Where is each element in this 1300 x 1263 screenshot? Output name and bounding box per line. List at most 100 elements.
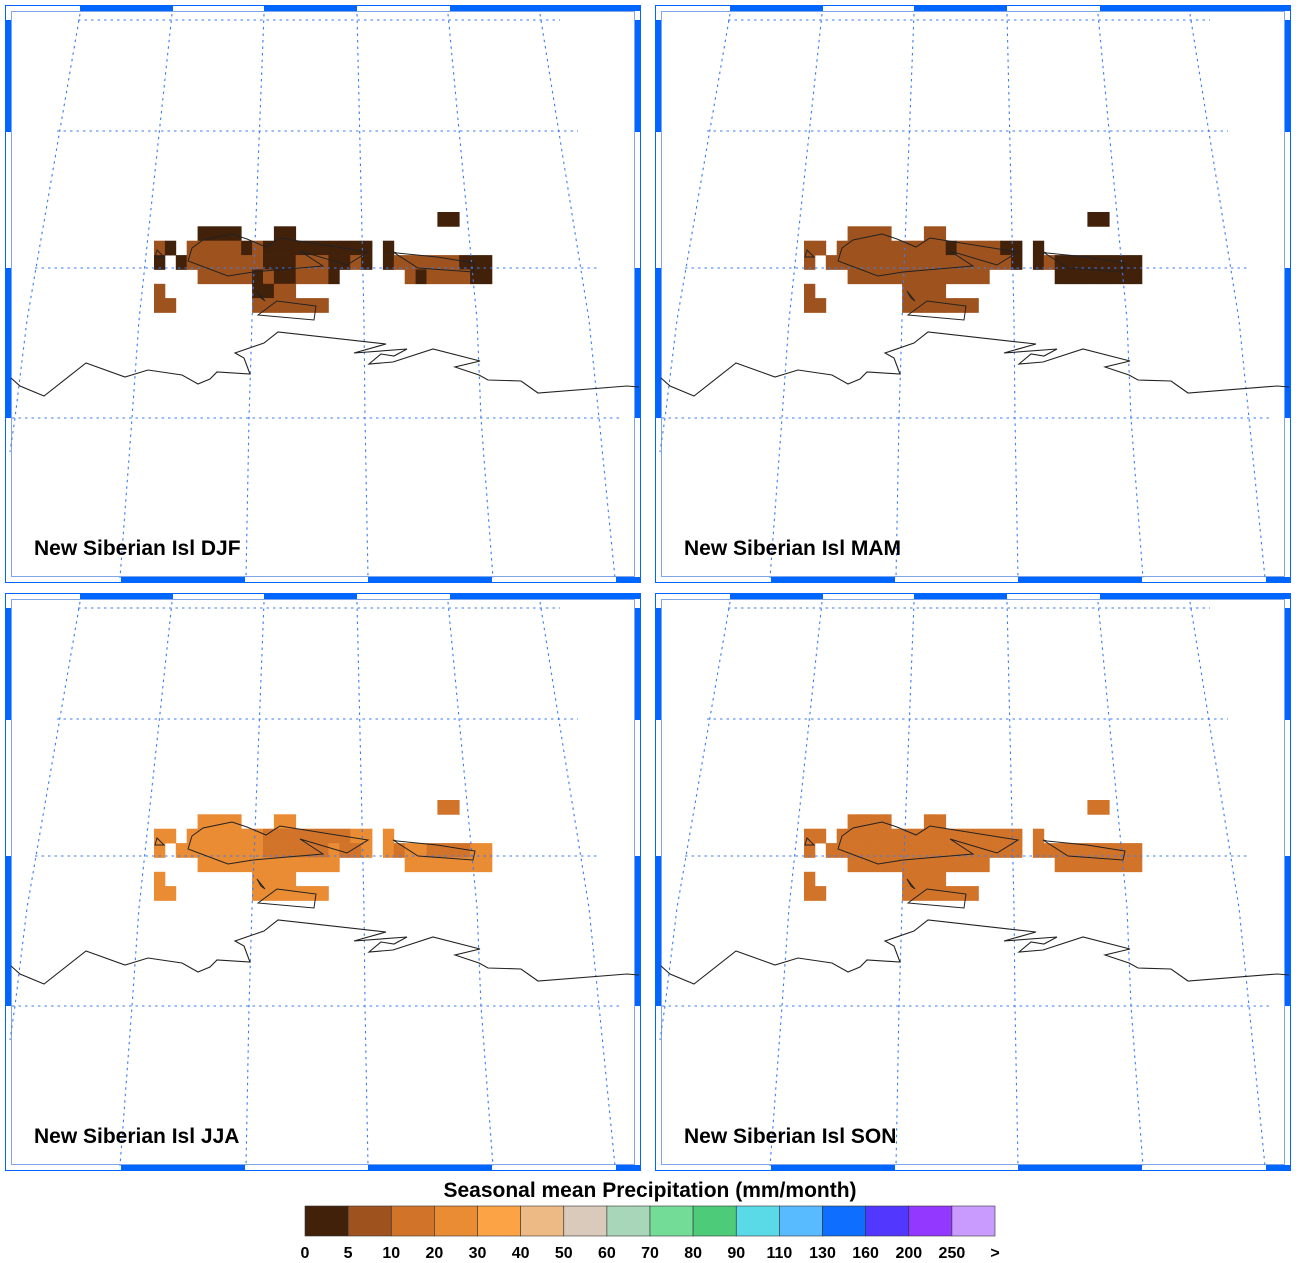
panel-frame xyxy=(5,5,641,583)
precip-cell xyxy=(1120,843,1132,858)
frame-tick-bottom xyxy=(368,1165,492,1170)
precip-cell xyxy=(1065,857,1077,873)
precip-cell xyxy=(252,255,264,270)
precip-cell xyxy=(317,255,329,270)
precip-cell xyxy=(913,298,925,313)
frame-tick-bottom xyxy=(1018,577,1142,582)
colorbar-tick-label: 130 xyxy=(809,1245,836,1262)
precip-cell xyxy=(1065,255,1077,270)
precip-cell xyxy=(241,857,253,873)
precip-cell xyxy=(934,226,947,242)
colorbar-tick-label: 30 xyxy=(469,1245,487,1262)
precip-cell xyxy=(404,857,416,873)
precip-cell xyxy=(869,814,881,830)
precip-cell xyxy=(825,843,838,858)
precip-cell xyxy=(1032,843,1045,858)
precip-cell xyxy=(1000,255,1012,270)
precip-cell xyxy=(1109,857,1121,873)
precip-cell xyxy=(273,255,286,270)
island-outline xyxy=(256,878,266,890)
precip-cells xyxy=(154,212,493,313)
precip-cell xyxy=(263,255,275,270)
precip-cell xyxy=(252,269,264,285)
precip-cell xyxy=(361,255,373,270)
precip-cell xyxy=(317,269,329,285)
precip-cell xyxy=(1087,800,1099,815)
frame-tick-left xyxy=(656,856,661,1006)
precip-cell xyxy=(902,828,914,844)
colorbar-tick-label: 20 xyxy=(426,1245,444,1262)
precip-cell xyxy=(967,886,979,901)
precip-cell xyxy=(350,240,362,256)
precip-cell xyxy=(154,240,166,256)
precip-cell xyxy=(154,298,166,313)
precip-cell xyxy=(923,828,936,844)
island-outline xyxy=(256,300,317,321)
precip-cell xyxy=(804,886,816,901)
frame-tick-right xyxy=(1285,856,1290,1006)
map-panel-son: New Siberian Isl SON xyxy=(655,593,1291,1171)
precip-cell xyxy=(317,298,329,313)
frame-tick-top xyxy=(1100,6,1290,11)
precip-cell xyxy=(945,269,957,285)
precip-cell xyxy=(869,240,881,256)
colorbar-tick-label: 70 xyxy=(641,1245,659,1262)
precip-cell xyxy=(197,255,209,270)
frame-tick-top xyxy=(450,6,640,11)
precip-cell xyxy=(1087,857,1099,873)
precip-cell xyxy=(945,298,957,313)
precip-cell xyxy=(404,843,416,858)
precip-cell xyxy=(197,240,209,256)
longitude-line xyxy=(1189,601,1266,1167)
longitude-line xyxy=(9,13,81,453)
precip-cell xyxy=(1109,255,1121,270)
precip-cell xyxy=(1011,255,1023,270)
precip-cell xyxy=(175,255,188,270)
precip-cell xyxy=(273,843,286,858)
precip-cell xyxy=(923,255,936,270)
precip-cell xyxy=(208,814,220,830)
frame-tick-left xyxy=(656,20,661,132)
precip-cell xyxy=(273,269,286,285)
precip-cell xyxy=(328,240,340,256)
precip-cell xyxy=(197,857,209,873)
precip-cell xyxy=(295,269,307,285)
precip-cell xyxy=(284,871,297,887)
precip-cell xyxy=(967,240,979,256)
precip-cell xyxy=(284,814,297,830)
precip-cell xyxy=(361,828,373,844)
precip-cell xyxy=(1043,255,1056,270)
precip-cell xyxy=(858,269,870,285)
coastline xyxy=(660,919,1290,985)
island-outline xyxy=(804,837,816,846)
precip-cell xyxy=(989,843,1001,858)
precip-cell xyxy=(328,857,340,873)
precip-cell xyxy=(284,298,297,313)
precip-cell xyxy=(1065,843,1077,858)
precip-cell xyxy=(263,843,275,858)
precip-cell xyxy=(847,226,859,242)
precip-cell xyxy=(197,828,209,844)
precip-cell xyxy=(437,212,449,227)
colorbar-tick-label: 60 xyxy=(598,1245,616,1262)
precip-cells xyxy=(804,800,1143,901)
precip-cell xyxy=(880,255,892,270)
precip-cell xyxy=(902,886,914,901)
precip-cell xyxy=(1087,269,1099,285)
precip-cell xyxy=(273,283,286,299)
precip-cell xyxy=(869,857,881,873)
precip-cell xyxy=(284,255,297,270)
colorbar-tick-label: 110 xyxy=(766,1245,792,1262)
precip-cell xyxy=(273,814,286,830)
precip-cell xyxy=(858,843,870,858)
precip-cell xyxy=(814,886,827,901)
longitude-line xyxy=(9,601,81,1041)
precip-cell xyxy=(978,843,990,858)
precip-cell xyxy=(923,857,936,873)
precip-cell xyxy=(1043,843,1056,858)
precip-cell xyxy=(448,857,460,873)
precip-cell xyxy=(459,269,471,285)
precip-cell xyxy=(934,843,947,858)
precip-cell xyxy=(350,255,362,270)
